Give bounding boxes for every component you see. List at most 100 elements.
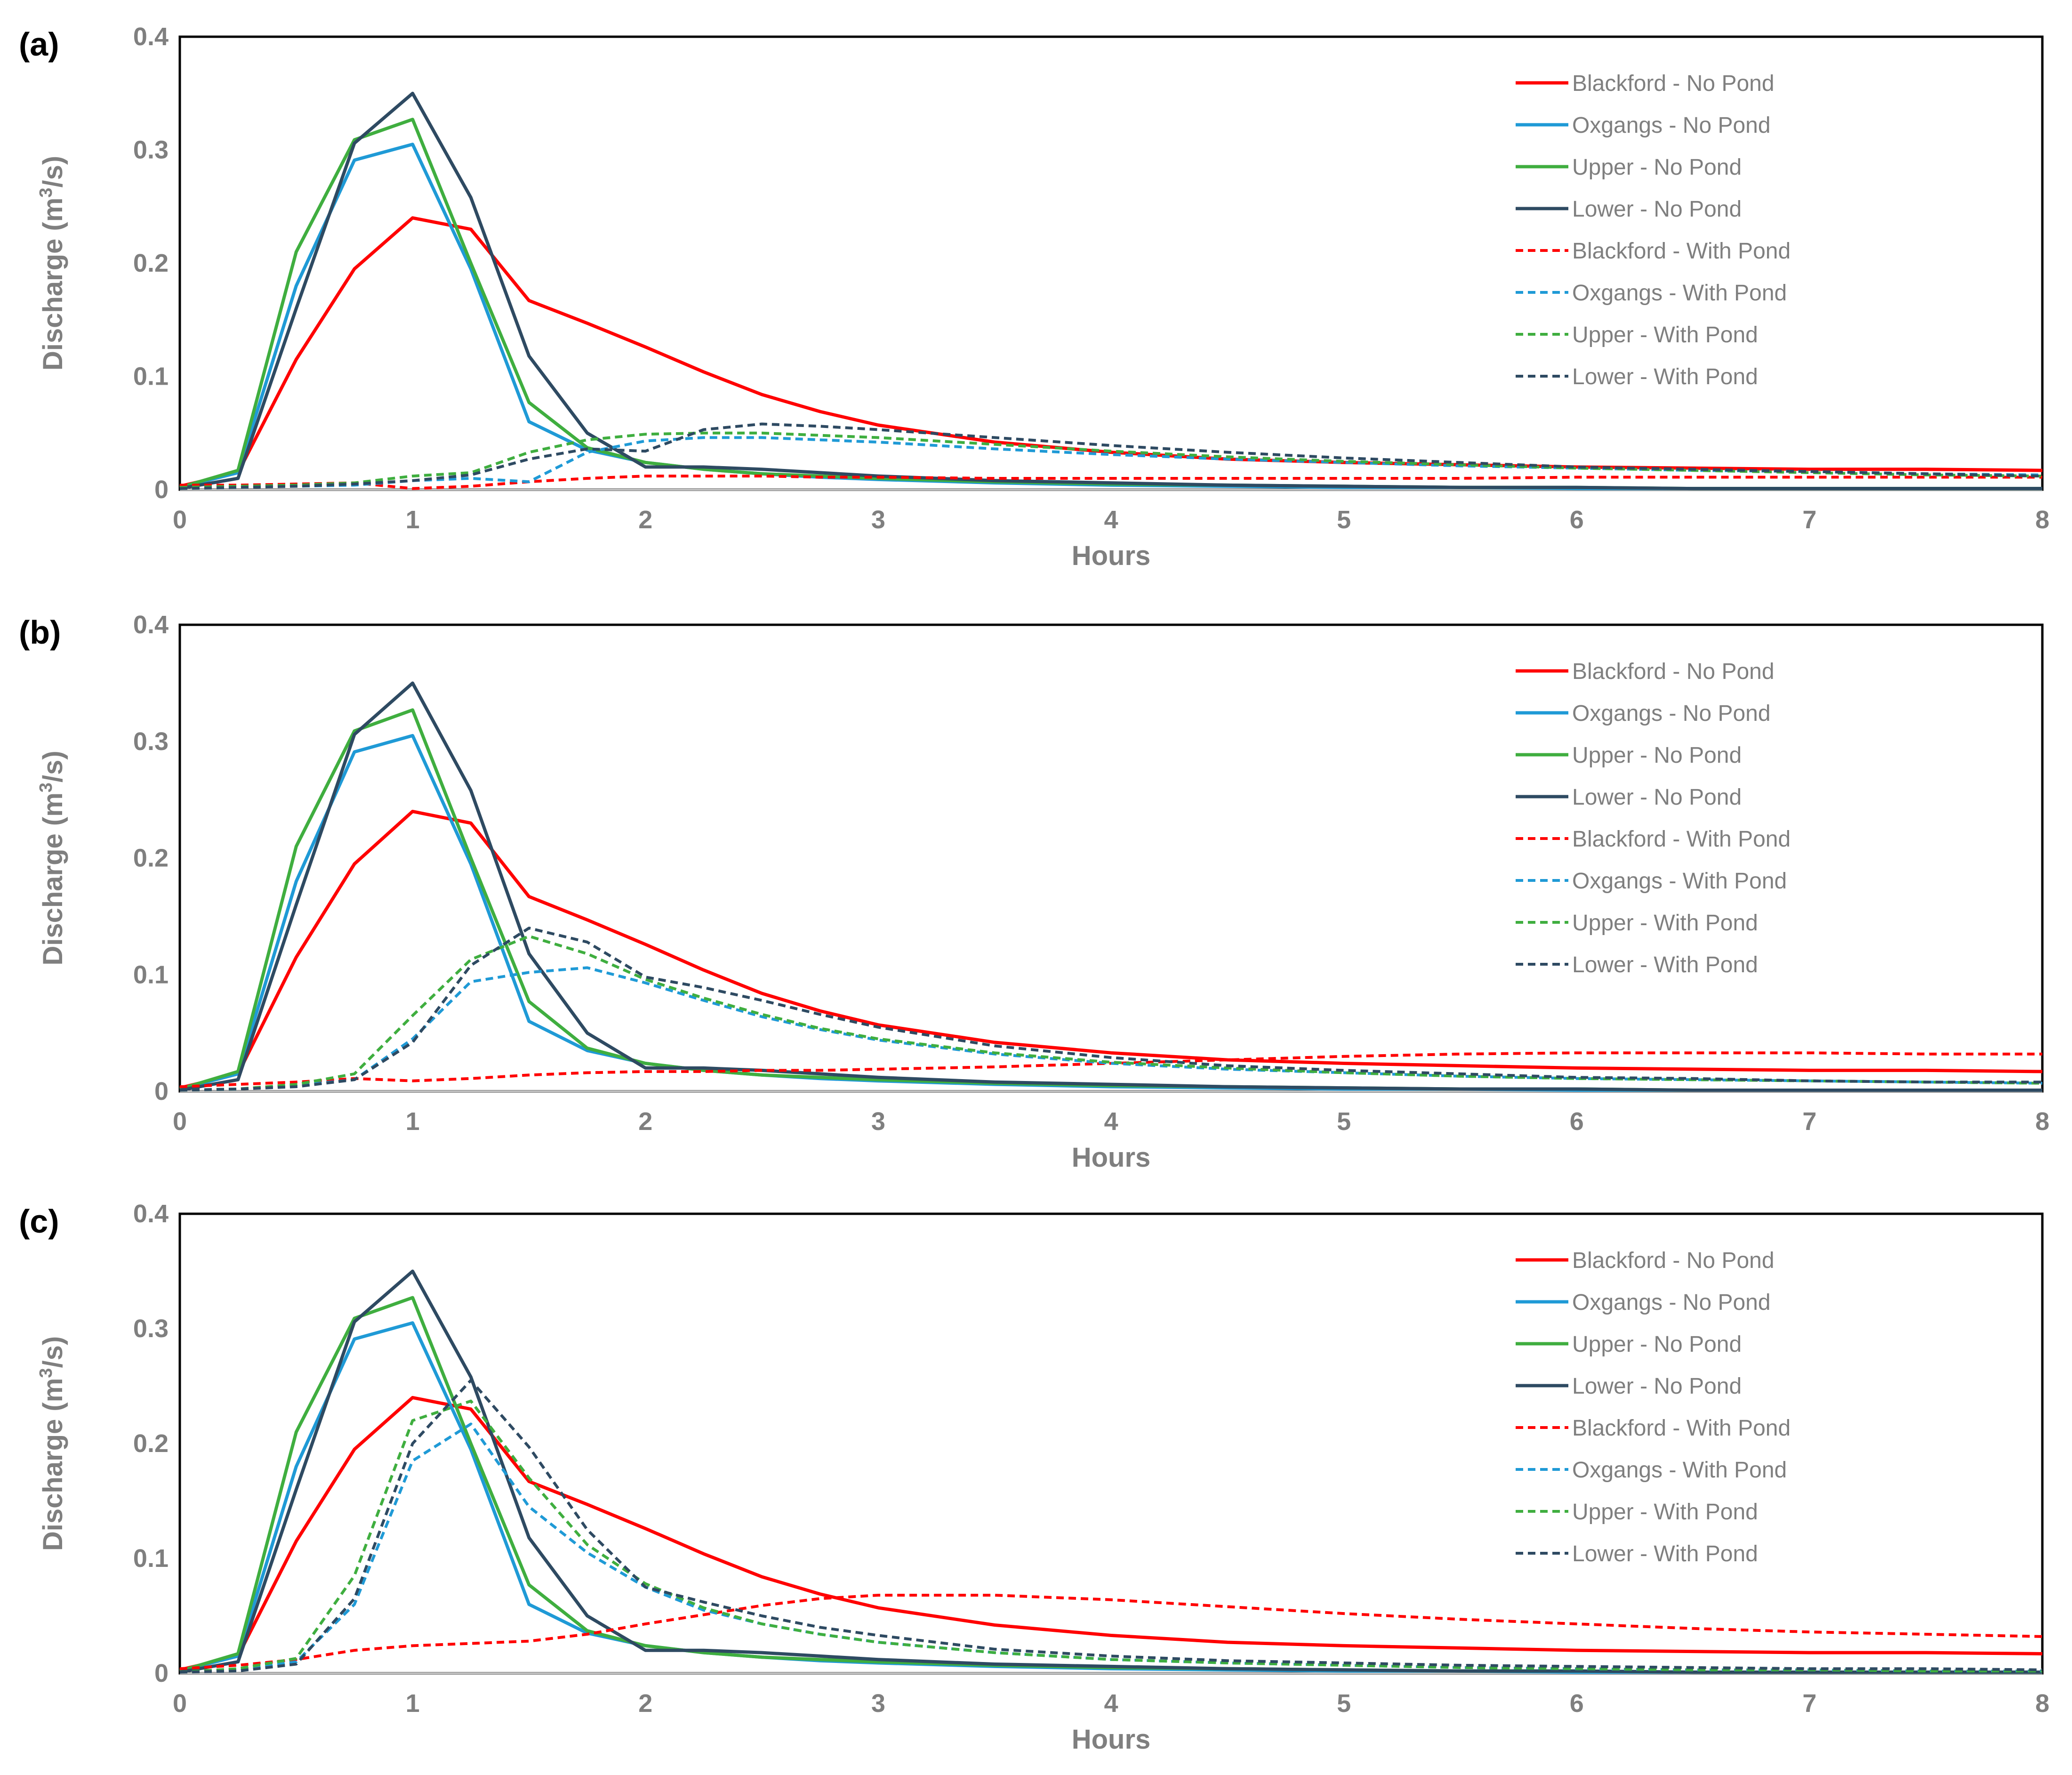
legend-entry-label: Oxgangs - With Pond [1572,1458,1787,1483]
chart-panel-3: (c) 0 0.1 0.2 0.3 0.4 0 1 2 3 4 5 6 7 8 Hours Discharge … [19,1200,2049,1755]
x-tick-label: 2 [638,1107,652,1136]
series-line-blackford-no-pond [179,1396,2043,1672]
legend-entry-label: Lower - With Pond [1572,952,1758,977]
y-tick-label: 0.3 [133,727,169,756]
x-tick-label: 3 [871,1689,885,1718]
legend-entry-label: Lower - No Pond [1572,197,1742,222]
x-tick-label: 2 [638,1689,652,1718]
series-line-blackford-with-pond [180,475,2042,490]
x-tick-label: 8 [2035,1107,2049,1136]
series-line-oxgangs-with-pond [179,436,2043,490]
series-line-oxgangs-no-pond [179,1321,2042,1674]
legend-entry-label: Upper - No Pond [1572,155,1742,180]
y-tick-label: 0.4 [133,23,169,51]
x-tick-label: 1 [406,1107,420,1136]
legend-entry-label: Upper - No Pond [1572,743,1742,768]
plot-area-frame [178,1212,2044,1675]
x-tick-label: 0 [173,1689,187,1718]
y-tick-label: 0.1 [133,363,169,391]
legend-entry-label: Blackford - With Pond [1572,827,1791,852]
panel-label: (b) [19,614,61,651]
series-line-blackford-no-pond [179,809,2043,1090]
series-line-blackford-with-pond [179,1594,2043,1670]
x-tick-label: 7 [1802,1107,1816,1136]
series-line-lower-no-pond [179,91,2042,491]
y-tick-label: 0 [154,1659,169,1687]
series-line-lower-no-pond [179,1269,2042,1674]
legend-entry-label: Lower - No Pond [1572,1374,1742,1399]
y-tick-label: 0 [154,476,169,504]
legend-entry-label: Upper - No Pond [1572,1332,1742,1357]
y-tick-label: 0.3 [133,136,169,164]
series-line-upper-with-pond [179,431,2043,489]
legend-entry-label: Upper - With Pond [1572,911,1758,936]
series-line-oxgangs-no-pond [179,143,2042,491]
y-tick-label: 0 [154,1077,169,1105]
legend-entry-label: Blackford - No Pond [1572,659,1775,684]
legend-entry-label: Lower - No Pond [1572,785,1742,810]
x-tick-label: 5 [1337,1689,1351,1718]
x-axis-title: Hours [1072,541,1151,571]
legend-entry-label: Oxgangs - No Pond [1572,1290,1771,1315]
chart-panel-1: (a) 0 0.1 0.2 0.3 0.4 0 1 2 3 4 5 6 7 8 Hours Discharge … [19,23,2049,571]
x-tick-label: 7 [1802,1689,1816,1718]
y-tick-label: 0.3 [133,1315,169,1343]
legend-entry-label: Oxgangs - With Pond [1572,281,1787,306]
x-tick-label: 4 [1104,506,1118,534]
y-tick-label: 0.2 [133,844,169,872]
legend-entry-label: Lower - With Pond [1572,1541,1758,1566]
y-tick-label: 0.1 [133,1544,169,1573]
x-tick-label: 2 [638,506,652,534]
legend-entry-label: Oxgangs - No Pond [1572,701,1771,726]
y-axis-title: Discharge (m3/s) [36,1336,68,1551]
legend-entry-label: Lower - With Pond [1572,364,1758,389]
series-line-lower-with-pond [179,927,2042,1092]
x-tick-label: 0 [173,506,187,534]
series-line-oxgangs-no-pond [179,734,2042,1092]
y-tick-label: 0.4 [133,611,169,639]
chart-panel-2: (b) 0 0.1 0.2 0.3 0.4 0 1 2 3 4 5 6 7 8 Hours Discharge … [19,611,2049,1173]
x-tick-label: 3 [871,1107,885,1136]
x-tick-label: 8 [2035,1689,2049,1718]
x-axis-title: Hours [1072,1142,1151,1173]
legend: Blackford - No Pond Oxgangs - No Pond Uppe… [1516,71,1791,389]
y-tick-label: 0.4 [133,1200,169,1228]
x-tick-label: 5 [1337,1107,1351,1136]
panel-label: (a) [19,26,59,63]
x-tick-label: 6 [1570,1107,1584,1136]
x-tick-label: 7 [1802,506,1816,534]
series-line-oxgangs-with-pond [179,966,2043,1092]
x-tick-label: 6 [1570,1689,1584,1718]
x-tick-label: 8 [2035,506,2049,534]
legend-entry-label: Blackford - No Pond [1572,71,1775,96]
legend-entry-label: Blackford - With Pond [1572,1416,1791,1441]
legend-entry-label: Upper - With Pond [1572,1500,1758,1525]
x-axis-title: Hours [1072,1724,1151,1755]
x-tick-label: 5 [1337,506,1351,534]
x-tick-label: 0 [173,1107,187,1136]
x-tick-label: 6 [1570,506,1584,534]
x-tick-label: 3 [871,506,885,534]
x-tick-label: 1 [406,506,420,534]
y-axis-title: Discharge (m3/s) [36,156,68,371]
y-axis-title: Discharge (m3/s) [36,750,68,965]
legend: Blackford - No Pond Oxgangs - No Pond Uppe… [1516,1248,1791,1566]
y-tick-label: 0.2 [133,1429,169,1458]
x-tick-label: 4 [1104,1689,1118,1718]
y-tick-label: 0.1 [133,960,169,989]
panel-label: (c) [19,1203,59,1240]
legend-entry-label: Blackford - With Pond [1572,239,1791,264]
series-line-lower-with-pond [179,1379,2043,1674]
series-line-lower-with-pond [179,422,2043,490]
legend-entry-label: Oxgangs - No Pond [1572,113,1771,138]
legend-entry-label: Oxgangs - With Pond [1572,869,1787,894]
legend: Blackford - No Pond Oxgangs - No Pond Uppe… [1516,659,1791,977]
y-tick-label: 0.2 [133,249,169,277]
legend-entry-label: Blackford - No Pond [1572,1248,1775,1273]
series-line-upper-with-pond [179,1399,2042,1674]
legend-entry-label: Upper - With Pond [1572,323,1758,347]
x-tick-label: 1 [406,1689,420,1718]
x-tick-label: 4 [1104,1107,1118,1136]
plot-area-frame [178,623,2044,1093]
series-line-blackford-with-pond [179,1051,2042,1089]
